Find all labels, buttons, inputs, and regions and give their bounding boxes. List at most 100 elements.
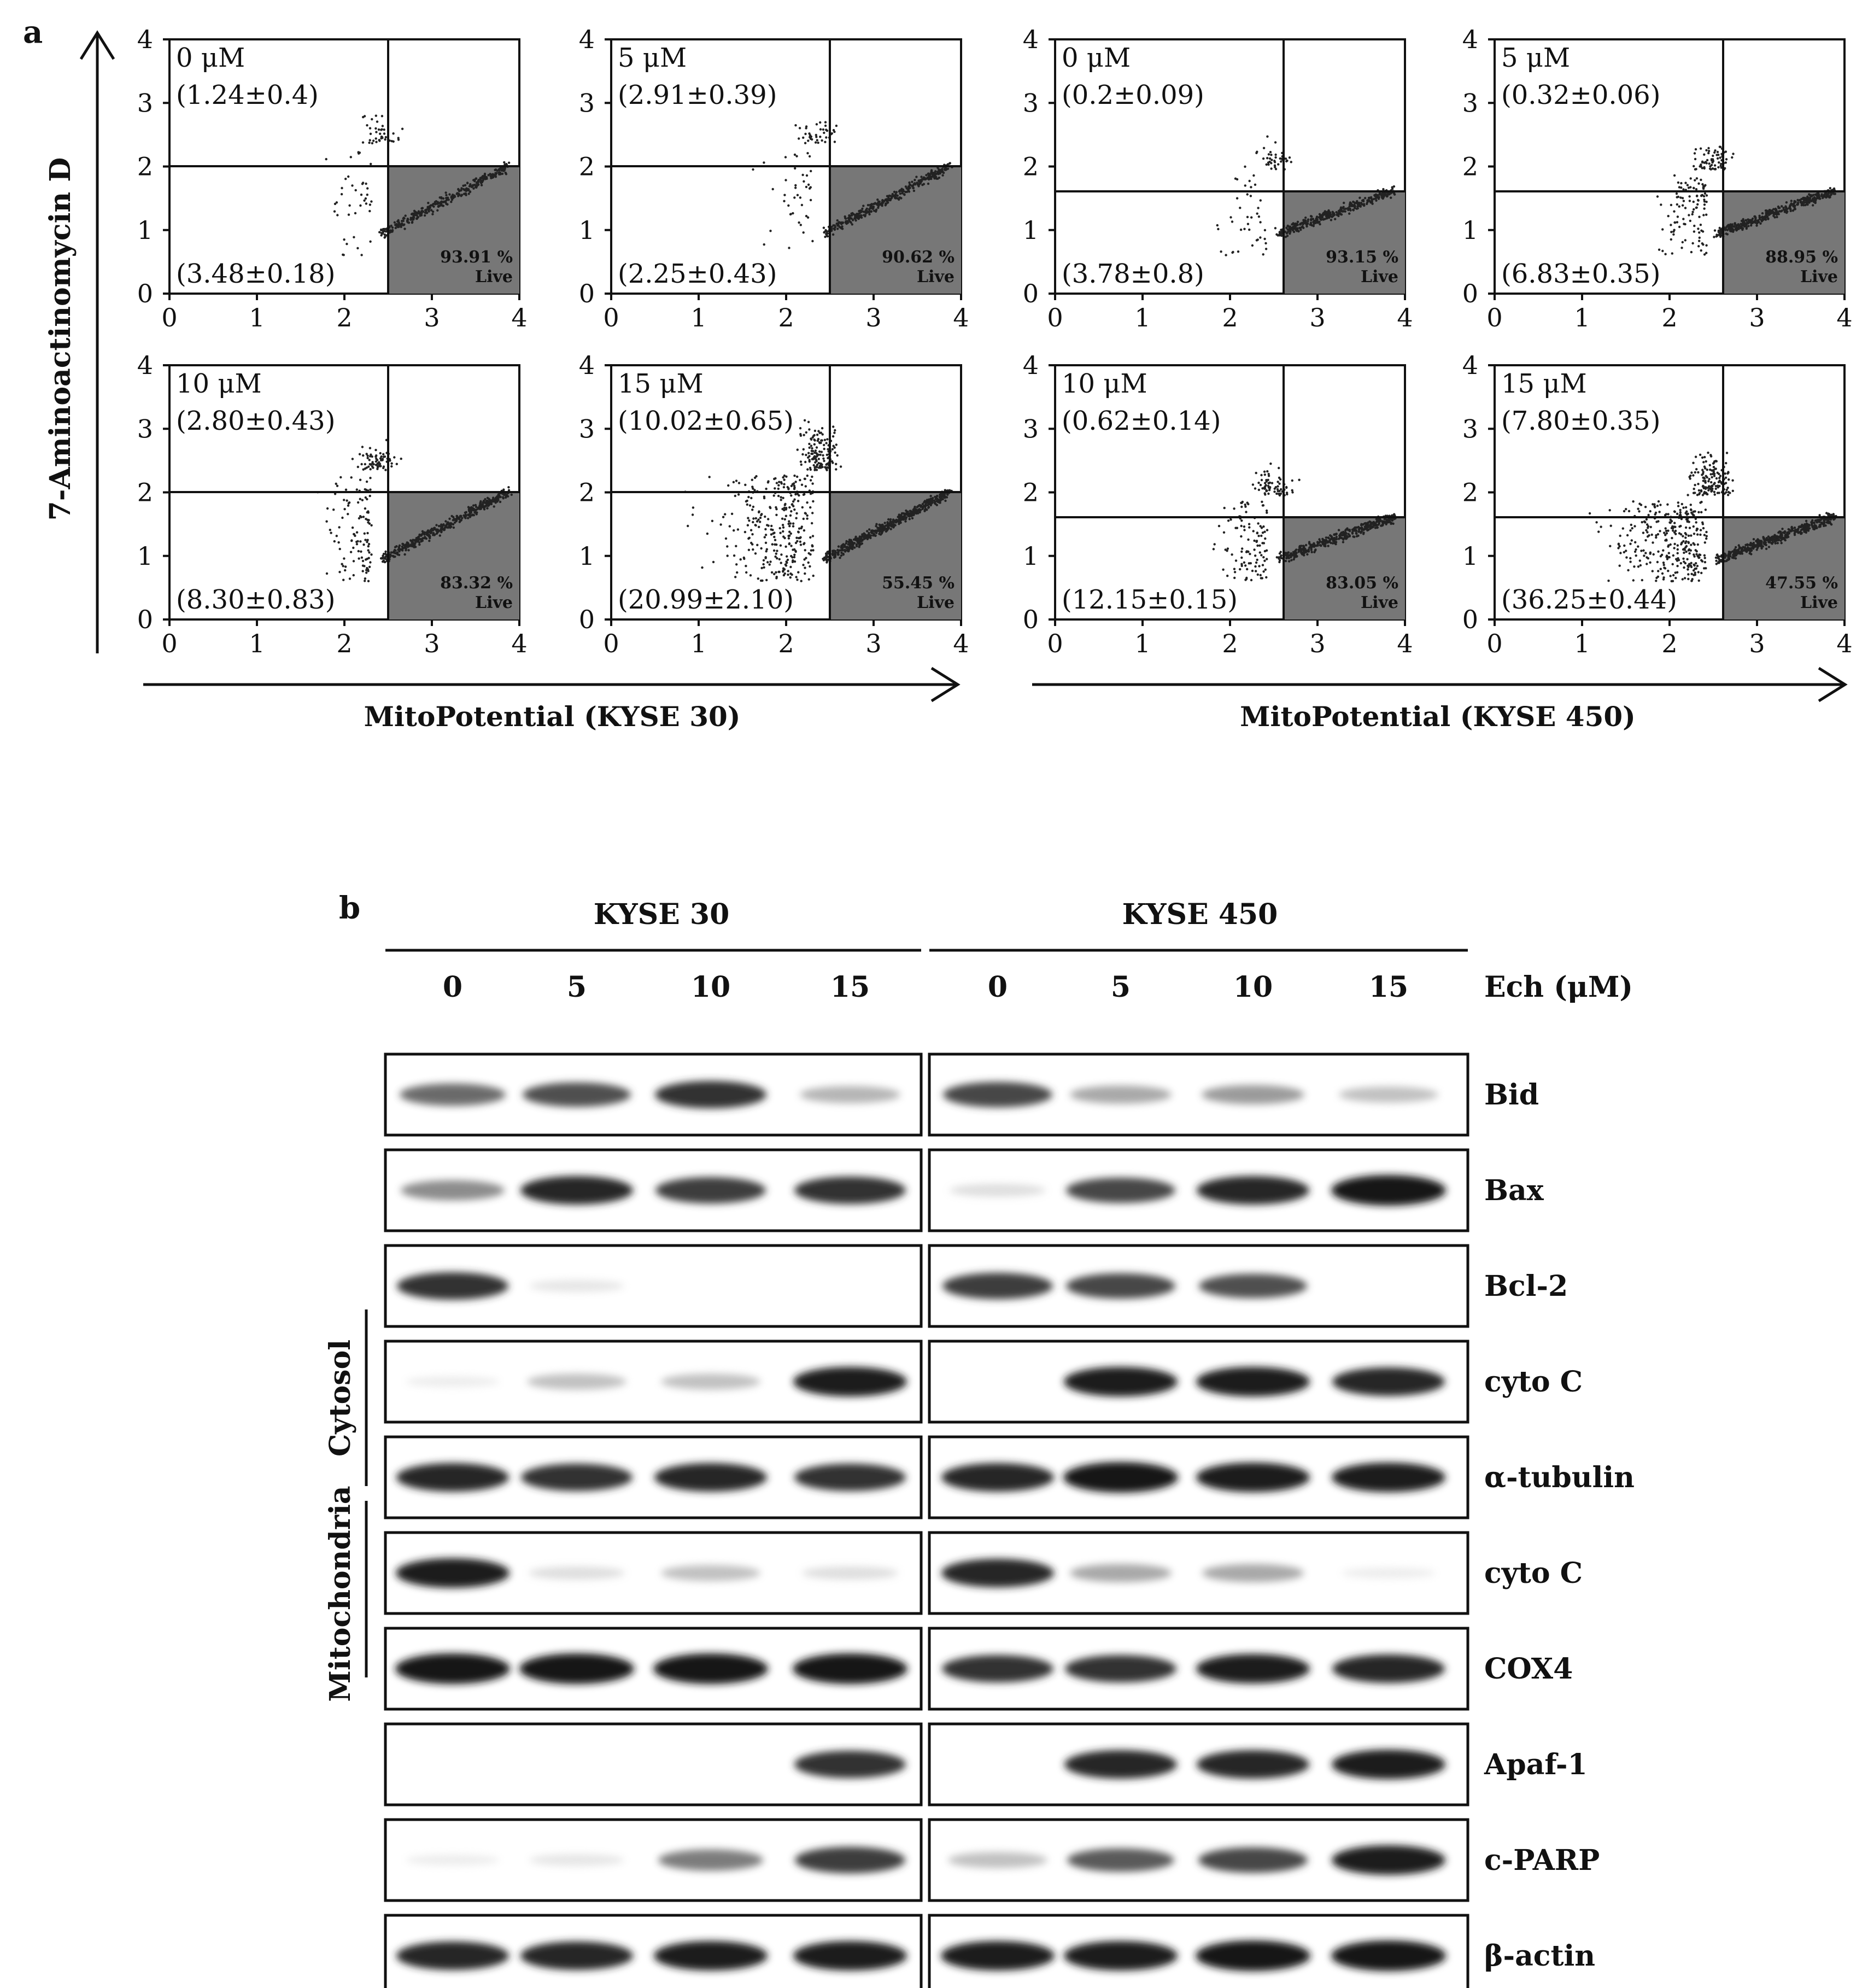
event-dot	[1676, 203, 1678, 206]
event-dot	[780, 496, 782, 499]
event-dot	[483, 508, 486, 511]
event-dot	[1311, 544, 1314, 547]
event-dot	[1310, 548, 1313, 551]
event-dot	[1734, 223, 1736, 225]
event-dot	[1725, 452, 1729, 454]
event-dot	[369, 477, 372, 480]
event-dot	[819, 441, 822, 445]
event-dot	[943, 493, 946, 496]
event-dot	[368, 565, 371, 568]
x-tick-label: 0	[1047, 303, 1063, 332]
event-dot	[1676, 215, 1679, 218]
y-tick-label: 1	[137, 215, 153, 245]
event-dot	[825, 129, 829, 132]
event-dot	[1255, 570, 1257, 572]
event-dot	[381, 125, 384, 127]
event-dot	[1292, 230, 1296, 233]
x-axis-arrow-kyse30	[143, 666, 961, 703]
scatter-points	[317, 438, 513, 582]
event-dot	[476, 185, 478, 188]
event-dot	[1797, 531, 1800, 534]
event-dot	[1367, 196, 1371, 200]
event-dot	[445, 526, 448, 529]
event-dot	[1262, 147, 1266, 149]
event-dot	[1701, 183, 1704, 186]
event-dot	[347, 175, 350, 178]
event-dot	[814, 449, 817, 452]
event-dot	[390, 139, 393, 143]
event-dot	[431, 211, 435, 213]
event-dot	[370, 553, 373, 556]
event-dot	[939, 498, 942, 501]
x-tick-label: 3	[424, 629, 440, 658]
event-dot	[797, 531, 800, 534]
event-dot	[487, 174, 490, 177]
event-dot	[1267, 475, 1270, 477]
event-dot	[813, 439, 816, 442]
event-dot	[857, 542, 860, 545]
event-dot	[853, 546, 856, 549]
event-dot	[902, 518, 905, 521]
event-dot	[473, 511, 476, 514]
event-dot	[820, 451, 823, 453]
event-dot	[874, 534, 877, 537]
event-dot	[789, 565, 792, 569]
event-dot	[804, 512, 807, 515]
event-dot	[344, 565, 347, 568]
lower-left-value: (6.83±0.35)	[1501, 259, 1660, 289]
event-dot	[792, 505, 795, 507]
event-dot	[390, 551, 393, 554]
event-dot	[1675, 192, 1678, 195]
dose-label: 5 μM	[1501, 43, 1570, 73]
event-dot	[365, 202, 368, 205]
event-dot	[364, 539, 367, 541]
event-dot	[1324, 542, 1327, 545]
event-dot	[347, 502, 350, 505]
event-dot	[458, 517, 461, 520]
event-dot	[1784, 536, 1787, 539]
event-dot	[783, 194, 786, 196]
event-dot	[1349, 209, 1352, 212]
event-dot	[735, 563, 738, 566]
event-dot	[375, 141, 378, 143]
event-dot	[414, 542, 417, 545]
event-dot	[825, 453, 828, 457]
event-dot	[793, 508, 796, 511]
event-dot	[493, 174, 496, 177]
event-dot	[1742, 218, 1744, 221]
event-dot	[1755, 544, 1758, 547]
event-dot	[811, 447, 813, 450]
y-tick-label: 2	[137, 478, 153, 507]
event-dot	[1213, 543, 1216, 546]
y-tick-label: 0	[137, 279, 153, 308]
event-dot	[1240, 550, 1243, 553]
event-dot	[371, 455, 373, 458]
event-dot	[803, 558, 806, 561]
event-dot	[1374, 193, 1378, 196]
event-dot	[443, 528, 446, 531]
event-dot	[866, 530, 869, 533]
x-tick-label: 2	[778, 303, 794, 332]
event-dot	[770, 571, 774, 574]
event-dot	[894, 194, 897, 196]
event-dot	[375, 457, 378, 460]
event-dot	[875, 523, 878, 525]
event-dot	[358, 557, 360, 560]
event-dot	[1688, 214, 1690, 217]
event-dot	[787, 573, 789, 576]
event-dot	[1697, 182, 1700, 185]
event-dot	[811, 475, 813, 478]
flow-plot-kyse450-5uM: 5 μM (0.32±0.06) (6.83±0.35) 88.95 % Liv…	[1462, 25, 1853, 332]
event-dot	[1744, 219, 1748, 222]
event-dot	[783, 474, 786, 477]
event-dot	[764, 556, 767, 559]
event-dot	[898, 514, 901, 517]
event-dot	[1670, 238, 1672, 241]
event-dot	[809, 553, 812, 556]
event-dot	[1386, 518, 1389, 521]
event-dot	[369, 488, 372, 491]
event-dot	[885, 528, 887, 530]
event-dot	[1673, 210, 1676, 213]
event-dot	[1262, 157, 1265, 160]
event-dot	[364, 463, 366, 466]
